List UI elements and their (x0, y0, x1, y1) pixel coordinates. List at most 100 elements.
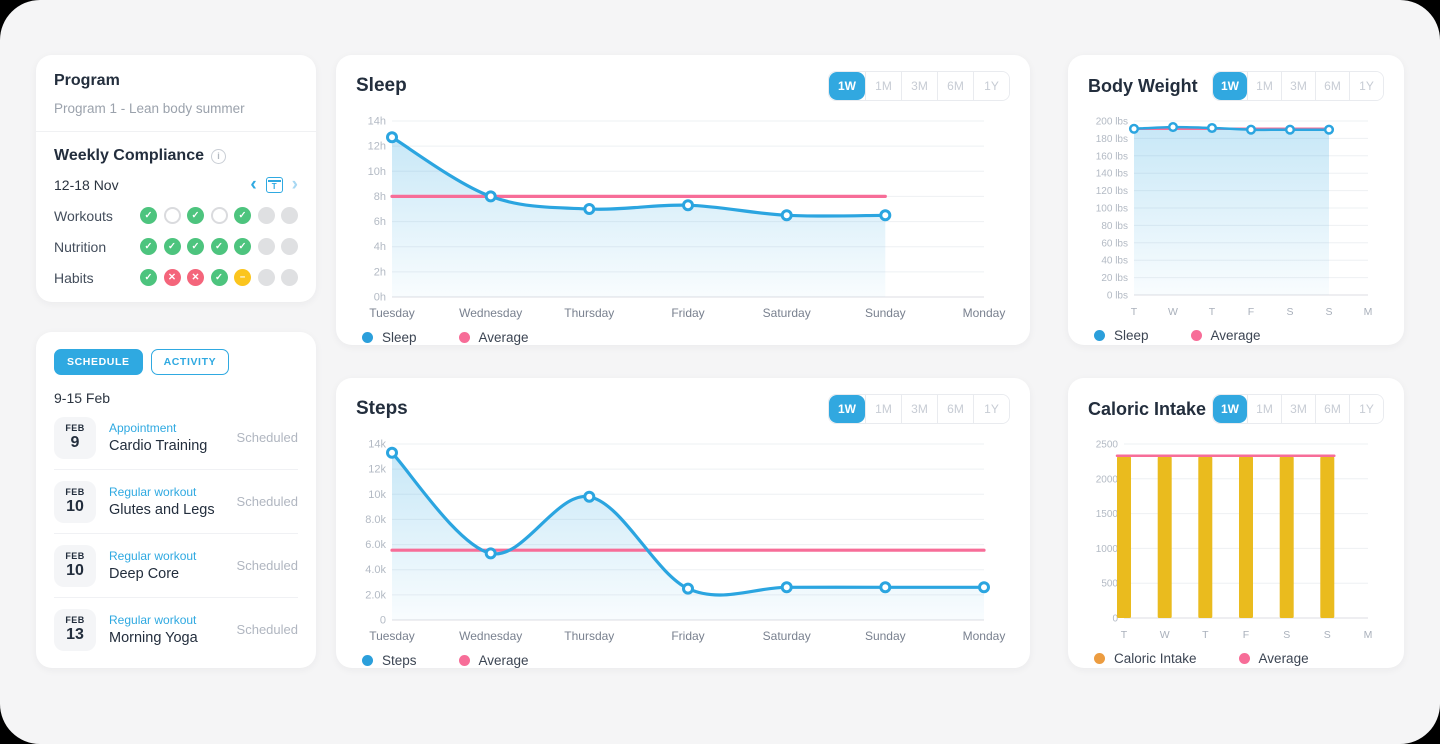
tab-3m[interactable]: 3M (901, 395, 937, 423)
none-status-icon (281, 207, 298, 224)
legend-label: Steps (382, 653, 417, 668)
legend-item: Caloric Intake (1094, 651, 1197, 666)
event-day: 10 (66, 562, 84, 579)
event-type: Regular workout (109, 485, 197, 499)
svg-text:0 lbs: 0 lbs (1107, 291, 1128, 302)
event-month: FEB (65, 551, 85, 561)
tab-6m[interactable]: 6M (937, 72, 973, 100)
event-date-badge: FEB 10 (54, 480, 96, 523)
chevron-left-icon[interactable]: ‹ (250, 174, 257, 195)
event-day: 9 (70, 434, 80, 451)
compliance-rows: Workouts ✓ ✓ ✓ Nutrition ✓ ✓ ✓ ✓ ✓ Habits ✓ ✕ ✕ ✓ − (54, 207, 298, 286)
tab-1w[interactable]: 1W (829, 395, 865, 423)
compliance-row: Workouts ✓ ✓ ✓ (54, 207, 298, 224)
steps-timeframe-tabs: 1W 1M 3M 6M 1Y (828, 394, 1010, 424)
legend-item: Steps (362, 653, 417, 668)
legend-dot-icon (362, 332, 373, 343)
legend-item: Sleep (1094, 328, 1149, 343)
none-status-icon (257, 269, 275, 286)
svg-text:14h: 14h (368, 116, 386, 128)
event-row[interactable]: FEB 13 Regular workout Morning Yoga Schedule… (54, 598, 298, 661)
tab-3m[interactable]: 3M (901, 72, 937, 100)
area-fill (1134, 127, 1329, 296)
legend-label: Average (478, 653, 529, 668)
svg-text:6.0k: 6.0k (365, 539, 386, 551)
compliance-date-range: 12-18 Nov (54, 177, 119, 193)
event-date-badge: FEB 9 (54, 416, 96, 459)
legend-label: Average (1258, 651, 1309, 666)
tab-6m[interactable]: 6M (1315, 72, 1349, 100)
none-status-icon (257, 207, 275, 224)
svg-text:12h: 12h (368, 141, 386, 153)
svg-text:2.0k: 2.0k (365, 589, 386, 601)
none-status-icon (281, 238, 298, 255)
tab-1y[interactable]: 1Y (973, 395, 1009, 423)
data-point (1245, 124, 1257, 135)
schedule-tab[interactable]: SCHEDULE (54, 349, 143, 375)
data-point (1128, 123, 1140, 134)
data-point (386, 131, 398, 144)
cross-status-icon: ✕ (163, 269, 181, 286)
tab-1m[interactable]: 1M (1247, 395, 1281, 423)
event-row[interactable]: FEB 10 Regular workout Deep Core Scheduled (54, 534, 298, 598)
data-point (1167, 122, 1179, 133)
tab-6m[interactable]: 6M (1315, 395, 1349, 423)
tab-1w[interactable]: 1W (1213, 395, 1247, 423)
legend-label: Sleep (1114, 328, 1149, 343)
bar (1117, 456, 1131, 618)
svg-text:120 lbs: 120 lbs (1096, 186, 1128, 197)
schedule-card: SCHEDULE ACTIVITY 9-15 Feb FEB 9 Appointme… (36, 332, 316, 668)
legend-dot-icon (1238, 653, 1250, 664)
svg-text:40 lbs: 40 lbs (1101, 256, 1128, 267)
activity-tab[interactable]: ACTIVITY (150, 349, 230, 375)
event-row[interactable]: FEB 9 Appointment Cardio Training Scheduled (54, 406, 298, 470)
svg-text:8.0k: 8.0k (365, 514, 386, 526)
chevron-right-icon[interactable]: › (291, 174, 298, 195)
tab-6m[interactable]: 6M (937, 395, 973, 423)
svg-text:Friday: Friday (671, 629, 704, 643)
check-status-icon: ✓ (210, 238, 228, 255)
svg-text:T: T (1121, 629, 1128, 641)
svg-text:Monday: Monday (963, 629, 1006, 643)
compliance-row-label: Workouts (54, 207, 113, 224)
weekly-compliance-title: Weekly Compliance (54, 147, 204, 164)
tab-3m[interactable]: 3M (1281, 395, 1315, 423)
svg-text:100 lbs: 100 lbs (1096, 204, 1128, 215)
compliance-day-icons: ✓ ✓ ✓ ✓ ✓ (140, 238, 298, 255)
svg-text:12k: 12k (368, 464, 386, 476)
caloric-intake-legend: Caloric Intake Average (1088, 651, 1384, 666)
tab-3m[interactable]: 3M (1281, 72, 1315, 100)
svg-text:S: S (1286, 306, 1293, 318)
legend-label: Caloric Intake (1114, 651, 1197, 666)
svg-text:6h: 6h (374, 216, 386, 228)
svg-text:Saturday: Saturday (763, 629, 811, 643)
legend-item: Average (458, 330, 529, 345)
tab-1m[interactable]: 1M (865, 395, 901, 423)
data-point (484, 547, 497, 560)
svg-text:Thursday: Thursday (564, 306, 614, 320)
data-point (583, 203, 596, 215)
bar (1239, 456, 1253, 618)
tab-1m[interactable]: 1M (865, 72, 901, 100)
svg-text:Wednesday: Wednesday (459, 629, 522, 643)
body-weight-chart-title: Body Weight (1088, 75, 1198, 96)
svg-text:S: S (1324, 629, 1331, 641)
event-row[interactable]: FEB 10 Regular workout Glutes and Legs Sched… (54, 470, 298, 534)
tab-1y[interactable]: 1Y (1349, 72, 1383, 100)
check-status-icon: ✓ (187, 207, 204, 224)
svg-text:Friday: Friday (671, 306, 704, 320)
tab-1y[interactable]: 1Y (973, 72, 1009, 100)
tab-1m[interactable]: 1M (1247, 72, 1281, 100)
data-point (879, 581, 892, 594)
tab-1w[interactable]: 1W (1213, 72, 1247, 100)
svg-text:160 lbs: 160 lbs (1096, 151, 1128, 162)
calendar-today-icon[interactable]: T (265, 177, 283, 193)
info-icon[interactable]: i (210, 148, 226, 164)
tab-1y[interactable]: 1Y (1349, 395, 1383, 423)
tab-1w[interactable]: 1W (829, 72, 865, 100)
event-status: Scheduled (236, 494, 298, 509)
legend-label: Average (1210, 328, 1261, 343)
event-day: 10 (66, 498, 84, 515)
svg-text:80 lbs: 80 lbs (1101, 221, 1128, 232)
svg-text:S: S (1283, 629, 1290, 641)
